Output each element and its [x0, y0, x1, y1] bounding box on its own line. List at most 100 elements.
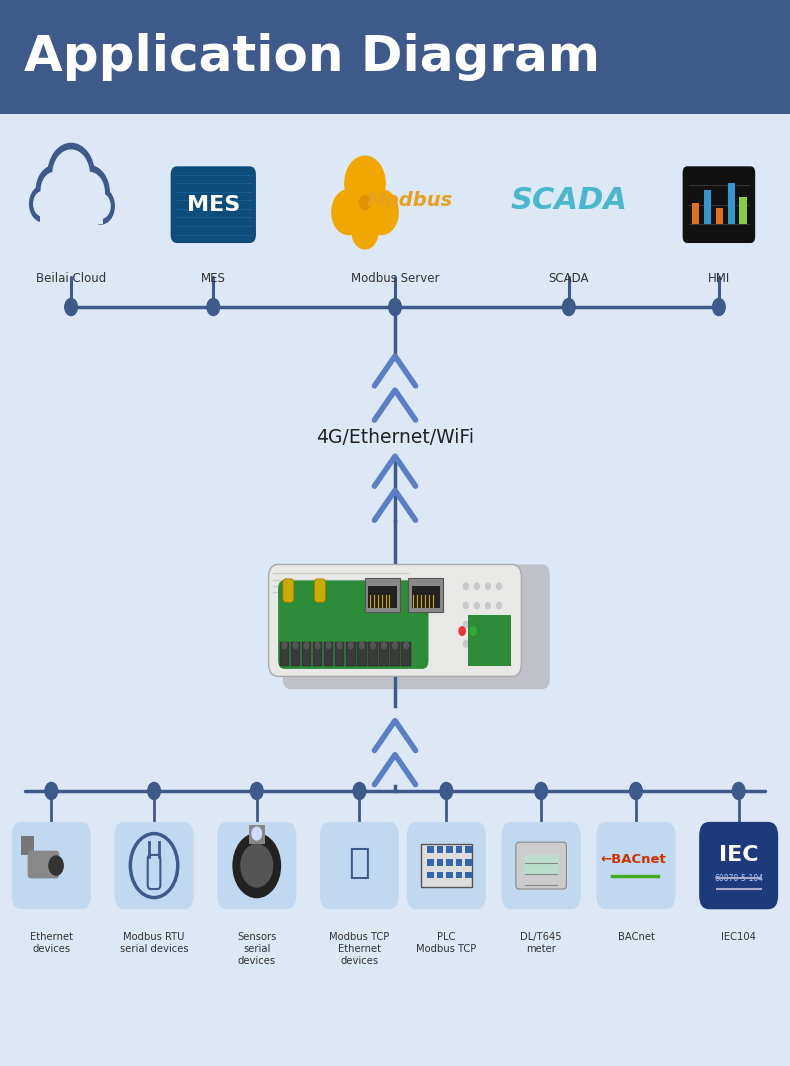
Text: Modbus TCP
Ethernet
devices: Modbus TCP Ethernet devices [329, 932, 389, 967]
FancyBboxPatch shape [21, 836, 34, 855]
Circle shape [475, 641, 480, 647]
Circle shape [304, 642, 309, 648]
Text: IEC: IEC [719, 845, 758, 865]
FancyBboxPatch shape [446, 872, 453, 878]
Text: Modbus RTU
serial devices: Modbus RTU serial devices [120, 932, 188, 954]
FancyBboxPatch shape [379, 642, 389, 665]
Text: IEC104: IEC104 [721, 932, 756, 941]
FancyBboxPatch shape [280, 642, 289, 665]
FancyBboxPatch shape [692, 203, 699, 224]
Circle shape [486, 583, 491, 589]
Circle shape [88, 188, 115, 224]
FancyBboxPatch shape [368, 586, 397, 608]
Circle shape [359, 642, 364, 648]
FancyBboxPatch shape [407, 822, 486, 909]
Circle shape [464, 583, 468, 589]
Circle shape [233, 834, 280, 898]
Circle shape [475, 583, 480, 589]
Text: 60870-5-104: 60870-5-104 [714, 874, 763, 883]
FancyBboxPatch shape [28, 851, 59, 878]
FancyBboxPatch shape [456, 859, 462, 866]
FancyBboxPatch shape [421, 844, 472, 887]
FancyBboxPatch shape [291, 642, 300, 665]
FancyBboxPatch shape [412, 586, 440, 608]
Text: Ethernet
devices: Ethernet devices [30, 932, 73, 954]
FancyBboxPatch shape [313, 642, 322, 665]
Circle shape [352, 213, 378, 249]
Circle shape [332, 190, 365, 235]
Circle shape [326, 642, 331, 648]
Circle shape [389, 298, 401, 316]
Text: 4G/Ethernet/WiFi: 4G/Ethernet/WiFi [316, 427, 474, 447]
FancyBboxPatch shape [456, 846, 462, 853]
FancyBboxPatch shape [683, 166, 755, 243]
Circle shape [41, 173, 68, 208]
Circle shape [345, 156, 386, 211]
Text: 🏛: 🏛 [348, 846, 371, 881]
FancyBboxPatch shape [365, 578, 400, 612]
FancyBboxPatch shape [502, 822, 581, 909]
FancyBboxPatch shape [40, 193, 103, 224]
Circle shape [464, 641, 468, 647]
Circle shape [713, 298, 725, 316]
FancyBboxPatch shape [728, 183, 735, 224]
Circle shape [315, 642, 320, 648]
Text: Application Diagram: Application Diagram [24, 33, 600, 81]
Circle shape [464, 602, 468, 609]
Text: DL/T645
meter: DL/T645 meter [521, 932, 562, 954]
FancyBboxPatch shape [115, 822, 194, 909]
Text: Beilai Cloud: Beilai Cloud [36, 272, 106, 285]
Circle shape [337, 642, 342, 648]
FancyBboxPatch shape [427, 859, 434, 866]
Circle shape [371, 642, 375, 648]
Circle shape [45, 782, 58, 800]
Text: SCADA: SCADA [510, 185, 627, 215]
FancyBboxPatch shape [446, 846, 453, 853]
Circle shape [440, 782, 453, 800]
FancyBboxPatch shape [465, 846, 472, 853]
Circle shape [359, 195, 371, 210]
FancyBboxPatch shape [357, 642, 367, 665]
FancyBboxPatch shape [739, 197, 747, 224]
Circle shape [486, 621, 491, 628]
Circle shape [475, 602, 480, 609]
Circle shape [293, 642, 298, 648]
FancyBboxPatch shape [269, 565, 521, 677]
Circle shape [497, 602, 502, 609]
FancyBboxPatch shape [283, 579, 294, 602]
FancyBboxPatch shape [346, 642, 356, 665]
FancyBboxPatch shape [596, 822, 675, 909]
FancyBboxPatch shape [427, 846, 434, 853]
FancyBboxPatch shape [704, 190, 711, 224]
FancyBboxPatch shape [437, 859, 443, 866]
FancyBboxPatch shape [716, 208, 723, 224]
FancyBboxPatch shape [249, 825, 265, 844]
FancyBboxPatch shape [335, 642, 344, 665]
Circle shape [459, 627, 465, 635]
Text: MES: MES [186, 195, 240, 214]
FancyBboxPatch shape [524, 855, 559, 874]
FancyBboxPatch shape [699, 822, 778, 909]
Circle shape [36, 166, 73, 215]
Circle shape [353, 782, 366, 800]
FancyBboxPatch shape [468, 615, 511, 665]
FancyBboxPatch shape [390, 642, 400, 665]
FancyBboxPatch shape [516, 842, 566, 889]
Circle shape [535, 782, 547, 800]
Circle shape [393, 642, 397, 648]
FancyBboxPatch shape [12, 822, 91, 909]
Circle shape [92, 194, 110, 219]
Circle shape [348, 642, 353, 648]
FancyBboxPatch shape [408, 578, 443, 612]
Circle shape [470, 627, 476, 635]
Circle shape [497, 621, 502, 628]
Circle shape [486, 602, 491, 609]
FancyBboxPatch shape [401, 642, 411, 665]
FancyBboxPatch shape [368, 642, 378, 665]
Text: PLC
Modbus TCP: PLC Modbus TCP [416, 932, 476, 954]
Circle shape [250, 782, 263, 800]
FancyBboxPatch shape [278, 580, 428, 669]
FancyBboxPatch shape [456, 872, 462, 878]
FancyBboxPatch shape [0, 0, 790, 114]
FancyBboxPatch shape [320, 822, 399, 909]
